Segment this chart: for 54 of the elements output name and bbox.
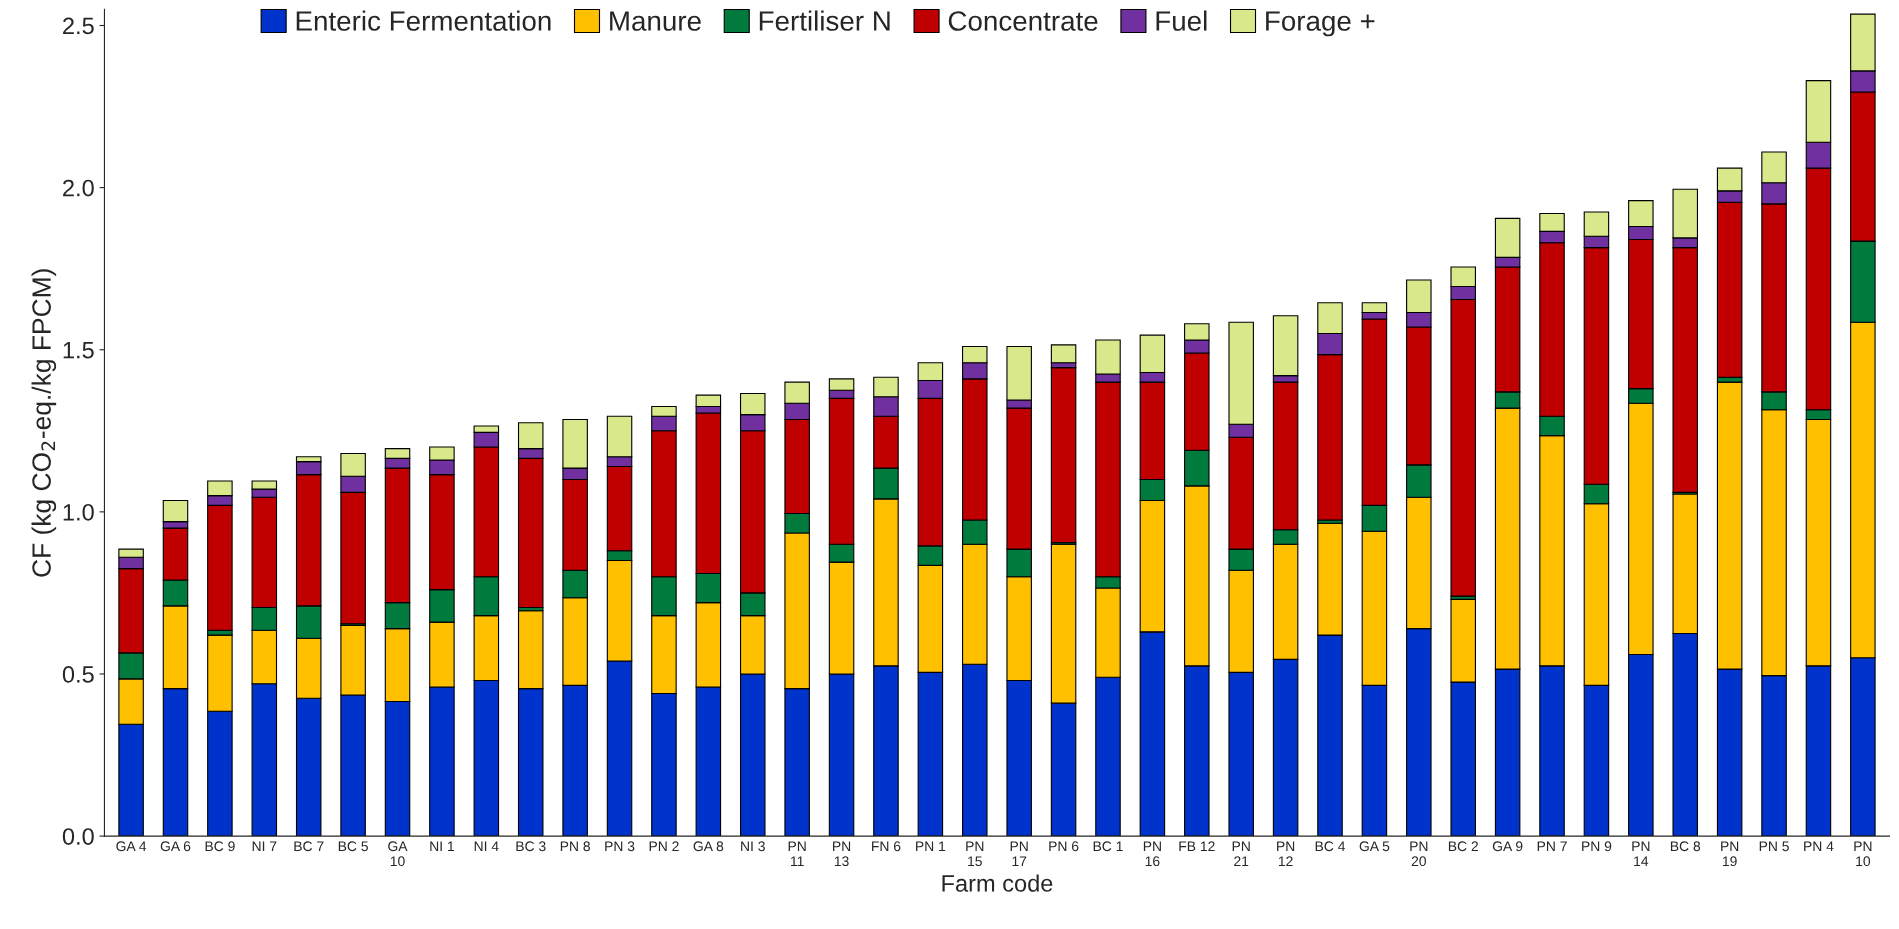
x-tick-label: BC 4 bbox=[1315, 841, 1346, 852]
y-tick-label: 0.0 bbox=[62, 828, 94, 845]
legend-label: Forage + bbox=[1266, 11, 1375, 37]
x-tick-label: NI 4 bbox=[474, 841, 499, 852]
x-tick-label: PN 14 bbox=[1632, 841, 1650, 866]
x-tick-label: PN 4 bbox=[1804, 841, 1834, 852]
x-tick-label: PN 3 bbox=[605, 841, 635, 852]
x-tick-label: BC 3 bbox=[516, 841, 546, 852]
legend-label: Manure bbox=[610, 11, 701, 31]
legend-label: Fertiliser N bbox=[759, 10, 890, 31]
y-axis-title: CF (kg CO$_{2}$-eq./kg FPCM) bbox=[31, 269, 57, 577]
y-tick-label: 0.5 bbox=[62, 666, 94, 683]
x-tick-label: GA 4 bbox=[116, 841, 147, 852]
x-tick-label: NI 3 bbox=[741, 841, 765, 852]
x-tick-label: PN 8 bbox=[560, 841, 590, 852]
x-tick-label: PN 7 bbox=[1537, 841, 1567, 852]
x-tick-label: GA 10 bbox=[388, 841, 408, 867]
x-tick-label: PN 9 bbox=[1582, 841, 1612, 852]
y-tick-label: 2.0 bbox=[63, 179, 94, 197]
x-tick-label: PN 21 bbox=[1232, 841, 1250, 866]
x-tick-label: BC 2 bbox=[1448, 841, 1478, 852]
x-tick-label: PN 16 bbox=[1143, 841, 1161, 867]
x-tick-label: PN 5 bbox=[1759, 841, 1789, 852]
x-tick-label: BC 1 bbox=[1093, 841, 1123, 852]
x-tick-label: PN 11 bbox=[788, 841, 806, 866]
x-tick-label: BC 8 bbox=[1670, 841, 1701, 852]
x-tick-label: PN 1 bbox=[916, 841, 946, 852]
x-tick-label: FN 6 bbox=[872, 841, 901, 852]
x-tick-label: GA 8 bbox=[693, 841, 724, 852]
y-tick-label: 1.0 bbox=[63, 503, 94, 521]
x-tick-label: PN 6 bbox=[1049, 841, 1079, 852]
x-tick-label: NI 1 bbox=[430, 841, 454, 852]
x-tick-label: PN 20 bbox=[1410, 841, 1428, 867]
x-tick-label: FB 12 bbox=[1179, 841, 1215, 852]
x-tick-label: GA 9 bbox=[1492, 841, 1523, 852]
x-tick-label: PN 10 bbox=[1854, 841, 1872, 867]
legend-label: Enteric Fermentation bbox=[296, 10, 551, 31]
y-tick-label: 1.5 bbox=[63, 342, 94, 359]
x-tick-label: GA 5 bbox=[1359, 841, 1390, 852]
x-tick-label: NI 7 bbox=[252, 841, 277, 852]
x-tick-label: BC 9 bbox=[205, 841, 235, 852]
x-tick-label: BC 5 bbox=[338, 841, 368, 852]
x-tick-label: PN 13 bbox=[833, 841, 851, 867]
x-tick-label: PN 17 bbox=[1010, 841, 1028, 866]
legend-label: Fuel bbox=[1156, 10, 1207, 31]
legend-label: Concentrate bbox=[948, 11, 1098, 31]
x-tick-label: PN 19 bbox=[1721, 841, 1739, 867]
y-tick-label: 2.5 bbox=[63, 17, 94, 35]
x-tick-label: PN 12 bbox=[1277, 841, 1295, 866]
x-tick-label: BC 7 bbox=[294, 841, 324, 852]
x-axis-title: Farm code bbox=[942, 874, 1053, 892]
x-tick-label: GA 6 bbox=[160, 841, 191, 852]
x-tick-label: PN 2 bbox=[649, 841, 679, 852]
x-tick-label: PN 15 bbox=[966, 841, 984, 867]
